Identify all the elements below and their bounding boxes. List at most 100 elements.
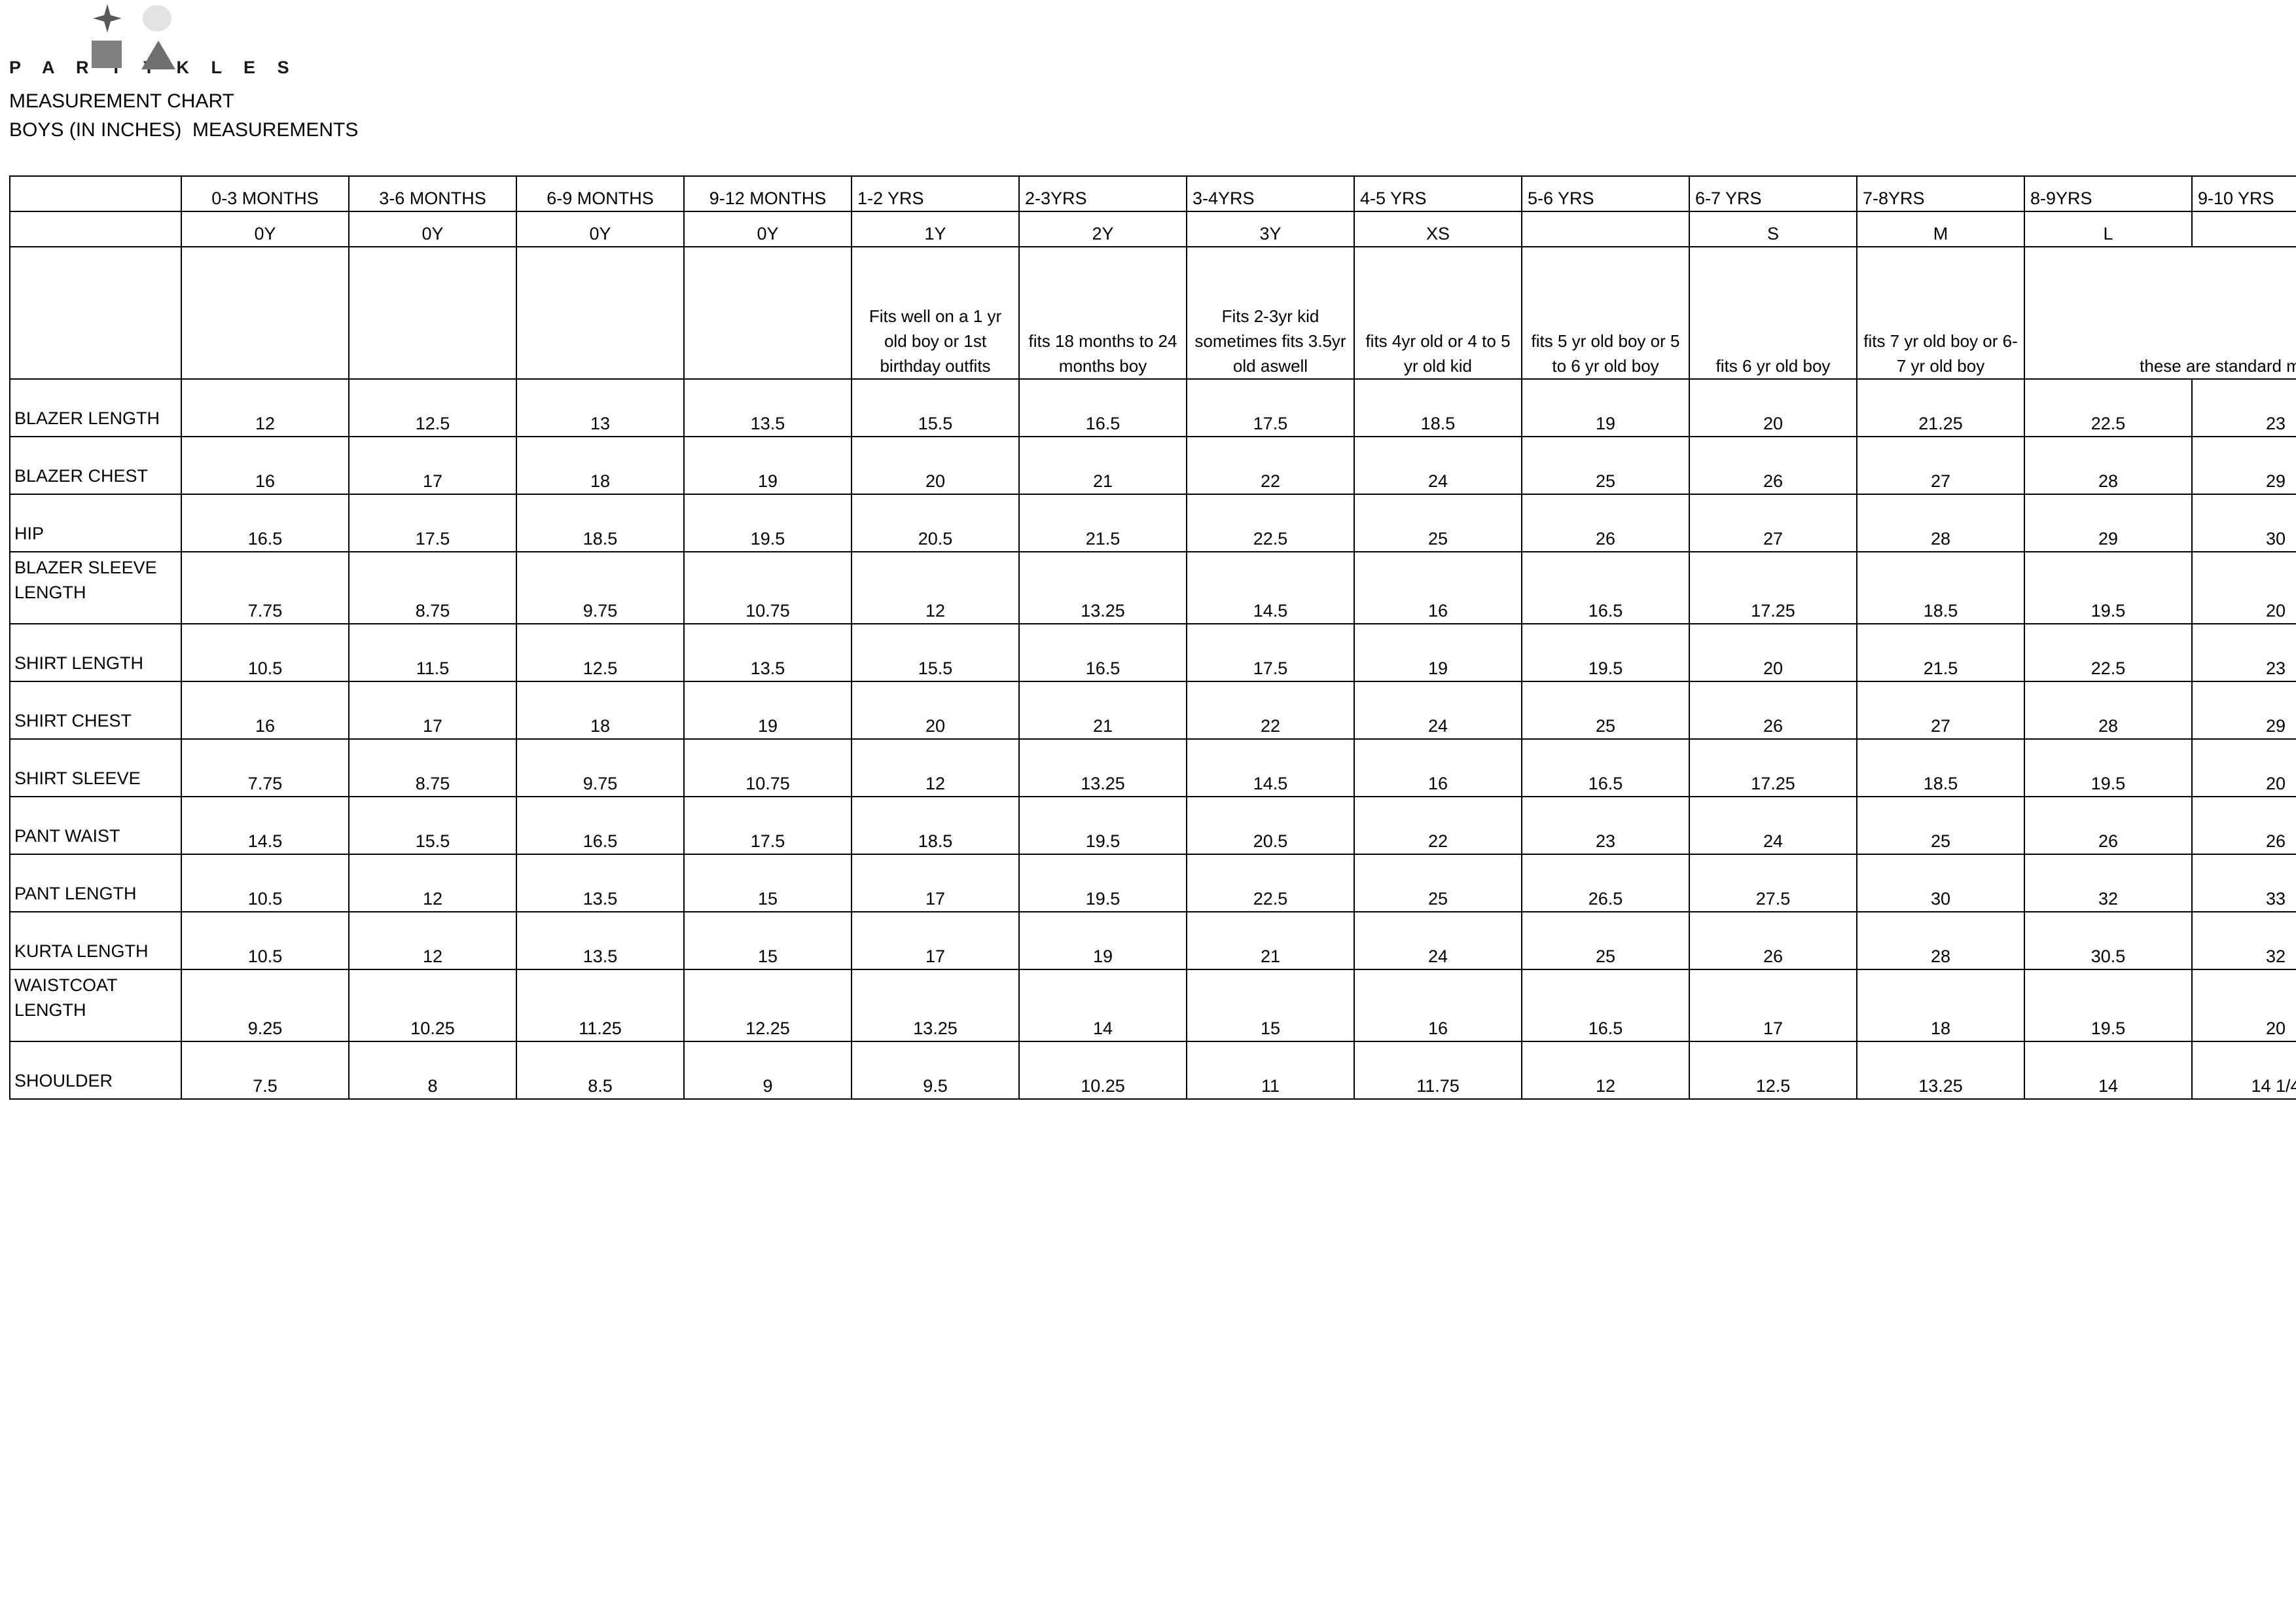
measurement-cell: 20.5 [851, 494, 1020, 552]
measurement-cell: 21.5 [1856, 623, 2025, 682]
measurement-cell: 28 [2024, 681, 2193, 740]
size-row-corner [9, 211, 182, 247]
measurement-cell: 20 [851, 681, 1020, 740]
measurement-cell: 7.75 [181, 551, 350, 624]
measurement-cell: 8.75 [348, 551, 517, 624]
measurement-cell: 17.25 [1689, 551, 1857, 624]
measurement-cell: 16 [1354, 551, 1522, 624]
measurement-cell: 18 [1856, 969, 2025, 1042]
measurement-cell: 25 [1521, 436, 1690, 495]
measurement-cell: 19 [683, 436, 852, 495]
measurement-cell: 18.5 [516, 494, 685, 552]
measurement-cell: 27 [1689, 494, 1857, 552]
measurement-cell: 16.5 [516, 796, 685, 855]
table-row: WAISTCOAT LENGTH 9.25 10.25 11.25 12.25 13.25… [9, 969, 2296, 1042]
table-row: SHOULDER 7.5 8 8.5 9 9.5 10.25 11 11.75 12 12.5 13.… [9, 1041, 2296, 1100]
measurement-cell: 21 [1018, 681, 1187, 740]
measurement-cell: 18 [516, 681, 685, 740]
measurement-cell: 9.25 [181, 969, 350, 1042]
empty-cell [683, 246, 852, 380]
fit-note-cell: fits 6 yr old boy [1689, 246, 1857, 380]
measurement-cell: 15.5 [851, 378, 1020, 437]
measurement-cell: 32 [2191, 911, 2296, 970]
measurement-cell: 16 [181, 681, 350, 740]
measurement-cell: 16 [1354, 738, 1522, 797]
brand-name: P A R T Y K L E S [9, 58, 298, 77]
measurement-cell: 30 [1856, 854, 2025, 912]
column-header: 1-2 YRS [851, 175, 1020, 212]
measurement-cell: 11.25 [516, 969, 685, 1042]
measurement-cell: 28 [2024, 436, 2193, 495]
measurement-cell: 9.75 [516, 738, 685, 797]
measurement-cell: 18 [516, 436, 685, 495]
row-label: WAISTCOAT LENGTH [9, 969, 182, 1042]
measurement-cell: 11.5 [348, 623, 517, 682]
column-header: 9-12 MONTHS [683, 175, 852, 212]
measurement-cell: 16.5 [1018, 378, 1187, 437]
measurement-cell: 16.5 [1521, 738, 1690, 797]
measurement-cell: 13.25 [1018, 738, 1187, 797]
table-header-row: 0-3 MONTHS 3-6 MONTHS 6-9 MONTHS 9-12 MONTH… [9, 175, 2296, 212]
measurement-cell: 30 [2191, 494, 2296, 552]
column-header: 0-3 MONTHS [181, 175, 350, 212]
circle-icon [143, 5, 171, 31]
measurement-cell: 13 [516, 378, 685, 437]
measurement-cell: 23 [2191, 378, 2296, 437]
measurement-cell: 20 [1689, 378, 1857, 437]
measurement-cell: 17 [851, 911, 1020, 970]
measurement-cell: 24 [1354, 911, 1522, 970]
measurement-cell: 29 [2024, 494, 2193, 552]
size-code-cell: 3Y [1186, 211, 1355, 247]
measurement-cell: 7.5 [181, 1041, 350, 1100]
column-header: 2-3YRS [1018, 175, 1187, 212]
size-code-cell [2191, 211, 2296, 247]
table-row: PANT LENGTH 10.5 12 13.5 15 17 19.5 22.5 25 26.5 2… [9, 854, 2296, 912]
measurement-cell: 20 [1689, 623, 1857, 682]
measurement-cell: 30.5 [2024, 911, 2193, 970]
table-row: PANT WAIST 14.5 15.5 16.5 17.5 18.5 19.5 20.5 22… [9, 796, 2296, 855]
measurement-cell: 14.5 [1186, 551, 1355, 624]
row-label: BLAZER LENGTH [9, 378, 182, 437]
measurement-cell: 22 [1186, 436, 1355, 495]
measurement-cell: 18.5 [1856, 551, 2025, 624]
size-code-cell: 0Y [348, 211, 517, 247]
table-row: HIP 16.5 17.5 18.5 19.5 20.5 21.5 22.5 25 26 27 28 2… [9, 494, 2296, 552]
measurement-cell: 15 [683, 911, 852, 970]
measurement-cell: 11 [1186, 1041, 1355, 1100]
measurement-cell: 18.5 [1354, 378, 1522, 437]
measurement-cell: 16 [181, 436, 350, 495]
measurement-cell: 19 [683, 681, 852, 740]
measurement-cell: 24 [1689, 796, 1857, 855]
measurement-cell: 15 [683, 854, 852, 912]
brand-logo [79, 0, 249, 69]
measurement-cell: 26 [1689, 681, 1857, 740]
measurement-cell: 10.25 [1018, 1041, 1187, 1100]
measurement-cell: 28 [1856, 494, 2025, 552]
fit-note-cell: Fits 2-3yr kid sometimes fits 3.5yr old … [1186, 246, 1355, 380]
measurement-cell: 33 [2191, 854, 2296, 912]
measurement-cell: 25 [1856, 796, 2025, 855]
measurement-cell: 12 [348, 854, 517, 912]
measurement-cell: 26 [1689, 911, 1857, 970]
measurement-cell: 10.5 [181, 911, 350, 970]
measurement-cell: 13.25 [851, 969, 1020, 1042]
measurement-cell: 13.5 [683, 378, 852, 437]
measurement-cell: 29 [2191, 681, 2296, 740]
table-notes-row: Fits well on a 1 yr old boy or 1st birth… [9, 246, 2296, 380]
measurement-cell: 13.25 [1856, 1041, 2025, 1100]
measurement-cell: 22.5 [2024, 623, 2193, 682]
size-code-cell: M [1856, 211, 2025, 247]
measurement-cell: 20 [851, 436, 1020, 495]
size-code-cell: L [2024, 211, 2192, 247]
table-size-row: 0Y0Y0Y0Y1Y2Y3YXSSMLXLXXLXXXLXXXXL [9, 211, 2296, 247]
table-row: SHIRT CHEST16171819202122242526272829303… [9, 681, 2296, 740]
measurement-cell: 25 [1354, 854, 1522, 912]
measurement-cell: 26 [1521, 494, 1690, 552]
corner-cell [9, 175, 182, 212]
measurement-cell: 26 [2024, 796, 2193, 855]
measurement-cell: 17 [1689, 969, 1857, 1042]
empty-cell [348, 246, 517, 380]
measurement-cell: 18.5 [1856, 738, 2025, 797]
measurement-cell: 9.5 [851, 1041, 1020, 1100]
size-code-cell: 0Y [516, 211, 685, 247]
